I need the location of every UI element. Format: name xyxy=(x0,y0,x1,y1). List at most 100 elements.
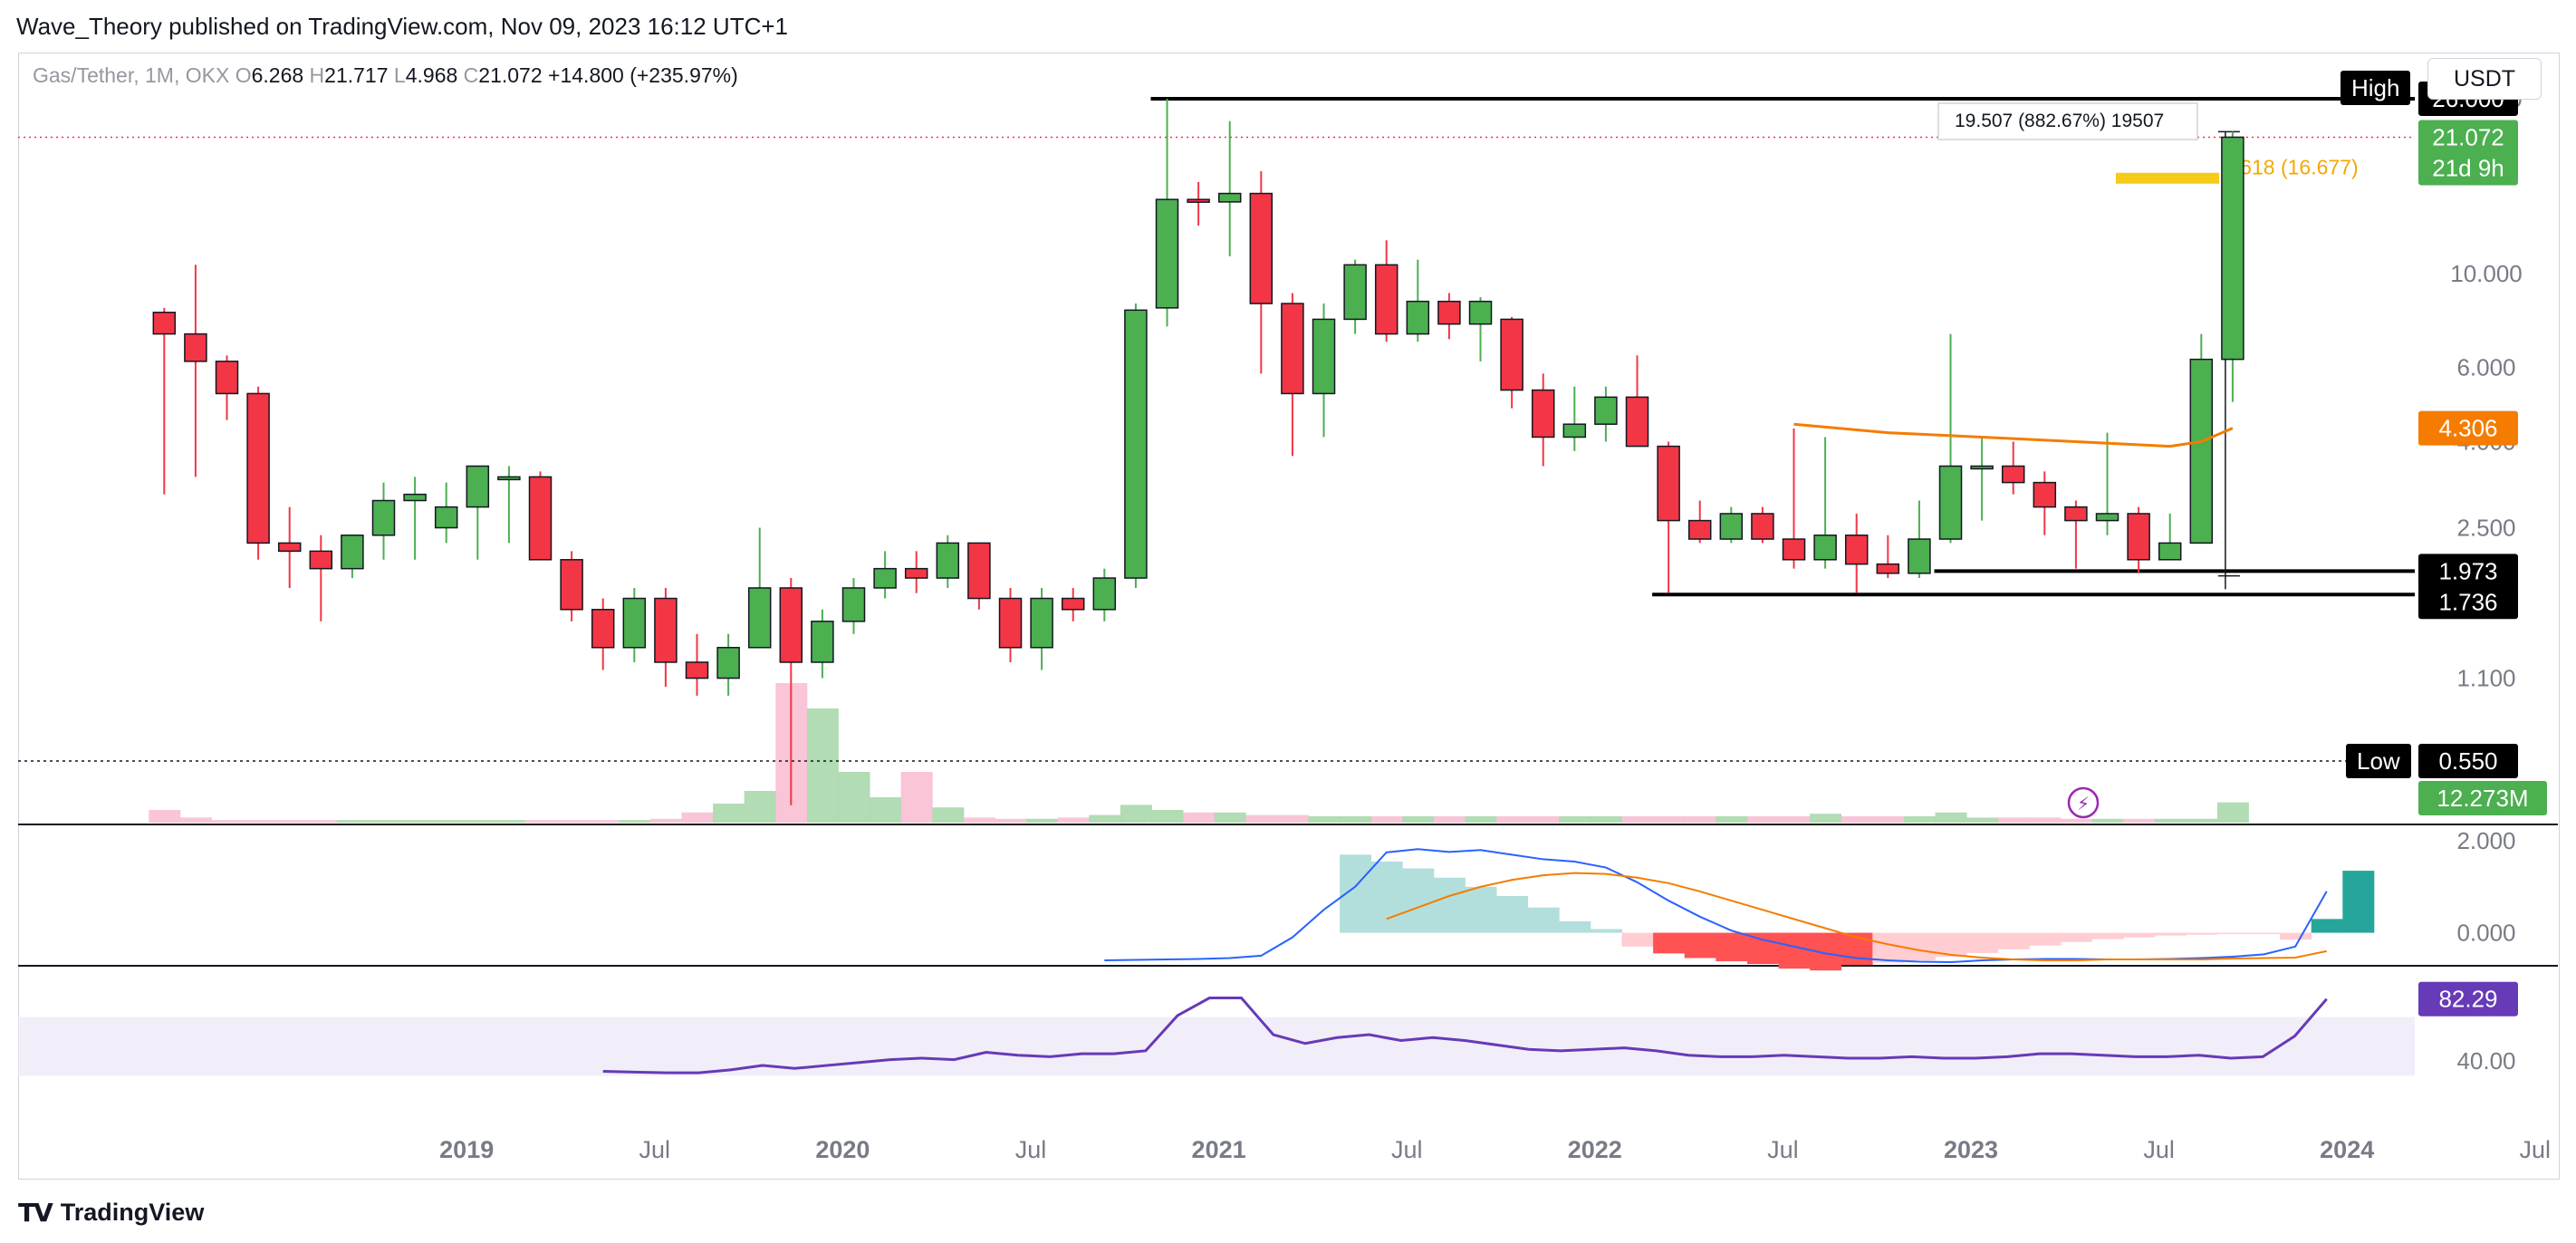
level-tag-1736: 1.736 xyxy=(2438,588,2497,615)
macd-histogram-bar xyxy=(2248,932,2281,935)
candle-body xyxy=(2033,481,2057,508)
price-axis-tick: 10.000 xyxy=(2450,260,2523,287)
macd-histogram-bar xyxy=(2342,871,2375,933)
candle-body xyxy=(2127,513,2150,561)
footer-brand[interactable]: 𝗧𝗩 TradingView xyxy=(18,1194,204,1230)
candle-body xyxy=(1782,538,1806,561)
macd-histogram-bar xyxy=(1465,886,1497,933)
macd-histogram-bar xyxy=(1966,932,1999,953)
candle-body xyxy=(560,559,583,611)
candle-body xyxy=(1938,465,1963,540)
time-axis-tick: Jul xyxy=(1015,1136,1047,1163)
level-tag-1736-bg xyxy=(2418,584,2518,620)
macd-axis-tick: 2.000 xyxy=(2456,827,2515,854)
time-axis-tick: Jul xyxy=(2143,1136,2175,1163)
rsi-layer xyxy=(602,997,2328,1074)
volume-bar xyxy=(1245,814,1278,823)
measure-tooltip-box xyxy=(1937,102,2198,140)
candle-body xyxy=(2064,506,2088,522)
macd-histogram-bar xyxy=(1903,932,1936,960)
volume-bar xyxy=(2216,802,2249,823)
tradingview-logo-icon: 𝗧𝗩 xyxy=(18,1198,53,1227)
candle-body xyxy=(1217,192,1242,203)
candle-body xyxy=(1406,300,1430,335)
volume-bar xyxy=(713,804,745,823)
volume-bar xyxy=(995,818,1027,823)
candles-layer[interactable] xyxy=(152,98,2244,805)
candle-body xyxy=(1281,303,1304,395)
rsi-band xyxy=(18,1017,2415,1076)
candle-body xyxy=(1876,563,1900,574)
volume-bar xyxy=(1841,816,1873,823)
macd-histogram-bar xyxy=(2216,932,2249,935)
countdown-tag-bg xyxy=(2418,150,2518,186)
candle-body xyxy=(967,542,991,600)
candle-body xyxy=(2001,465,2025,484)
lightning-icon xyxy=(2067,786,2100,819)
volume-bar xyxy=(838,772,870,823)
level-lines-layer: 0.618 (16.677) 19.507 (882.67%) 19507 xyxy=(18,96,2415,762)
volume-bar xyxy=(1684,816,1716,823)
volume-bar xyxy=(649,818,682,823)
volume-bar xyxy=(462,820,495,823)
volume-bar xyxy=(1527,816,1560,823)
time-axis-tick: 2022 xyxy=(1568,1136,1622,1163)
candle-body xyxy=(716,647,740,679)
macd-histogram-bar xyxy=(1590,929,1622,933)
volume-bar xyxy=(1402,816,1435,823)
candle-body xyxy=(685,661,709,679)
volume-bar xyxy=(1966,817,1999,823)
volume-bar xyxy=(1590,816,1622,823)
fib-level-band xyxy=(2116,172,2219,184)
volume-bar xyxy=(744,791,776,823)
rsi-axis-tick: 40.00 xyxy=(2456,1047,2515,1074)
time-axis-tick: Jul xyxy=(639,1136,671,1163)
level-tag-1973: 1.973 xyxy=(2438,557,2497,584)
volume-tag-bg xyxy=(2418,781,2547,815)
macd-histogram-bar xyxy=(1370,861,1403,933)
volume-bar xyxy=(1183,812,1216,823)
volume-bar xyxy=(587,820,620,823)
volume-bar xyxy=(149,810,181,823)
candle-body xyxy=(215,361,239,395)
candle-body xyxy=(434,506,458,529)
volume-bar xyxy=(1746,816,1779,823)
volume-bar xyxy=(1026,818,1059,823)
measure-tooltip-label: 19.507 (882.67%) 19507 xyxy=(1955,111,2164,131)
volume-bar xyxy=(1120,805,1152,823)
candle-body xyxy=(341,535,364,570)
macd-histogram-bar xyxy=(2029,932,2062,946)
candle-body xyxy=(184,332,207,362)
time-axis-tick: Jul xyxy=(2520,1136,2552,1163)
volume-bar xyxy=(1903,816,1936,823)
time-axis-tick: 2023 xyxy=(1944,1136,1998,1163)
currency-unit-button[interactable]: USDT xyxy=(2427,58,2542,100)
rsi-value-tag-bg xyxy=(2418,981,2518,1017)
volume-bar xyxy=(681,812,714,823)
candle-body xyxy=(309,550,333,570)
price-axis-tick: 1.100 xyxy=(2456,665,2515,692)
candle-body xyxy=(1092,577,1117,611)
volume-bar xyxy=(493,820,525,823)
time-axis-tick: 2024 xyxy=(2320,1136,2374,1163)
volume-bar xyxy=(900,772,933,823)
macd-histogram-bar xyxy=(1559,920,1591,933)
candle-body xyxy=(1594,396,1618,425)
legend-high: 21.717 xyxy=(324,63,389,87)
legend-change: +14.800 (+235.97%) xyxy=(548,63,738,87)
volume-bar xyxy=(1151,810,1184,823)
candle-body xyxy=(2158,542,2182,561)
candle-body xyxy=(528,476,553,561)
candle-body xyxy=(152,312,177,335)
candle-body xyxy=(841,587,866,622)
candle-body xyxy=(371,499,396,536)
time-axis-tick: Jul xyxy=(1391,1136,1423,1163)
volume-bar xyxy=(963,817,995,823)
candle-body xyxy=(747,587,772,649)
candle-body xyxy=(246,392,270,544)
candle-body xyxy=(1970,465,1994,470)
macd-signal-line xyxy=(1386,872,2327,961)
volume-bar xyxy=(1935,812,1967,823)
candle-body xyxy=(1531,389,1555,438)
